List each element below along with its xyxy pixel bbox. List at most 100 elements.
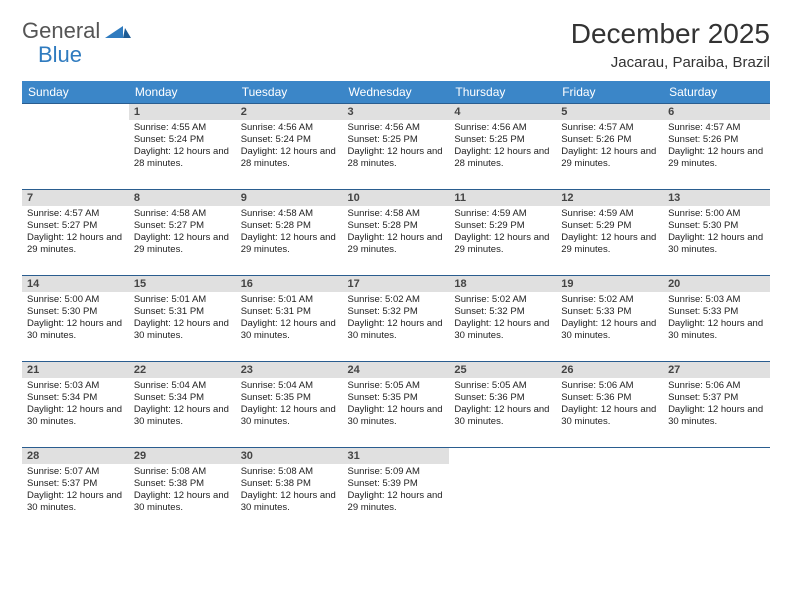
calendar-cell: 9Sunrise: 4:58 AMSunset: 5:28 PMDaylight… [236,190,343,276]
sunrise-text: Sunrise: 5:03 AM [27,380,124,392]
weekday-header: Monday [129,81,236,104]
day-number: 11 [449,190,556,206]
sunrise-text: Sunrise: 4:57 AM [668,122,765,134]
calendar-cell: 29Sunrise: 5:08 AMSunset: 5:38 PMDayligh… [129,448,236,534]
sunrise-text: Sunrise: 4:56 AM [241,122,338,134]
sunrise-text: Sunrise: 5:00 AM [668,208,765,220]
sunrise-text: Sunrise: 4:56 AM [348,122,445,134]
calendar-table: Sunday Monday Tuesday Wednesday Thursday… [22,81,770,534]
calendar-cell: 17Sunrise: 5:02 AMSunset: 5:32 PMDayligh… [343,276,450,362]
calendar-cell: 21Sunrise: 5:03 AMSunset: 5:34 PMDayligh… [22,362,129,448]
day-details: Sunrise: 5:00 AMSunset: 5:30 PMDaylight:… [663,206,770,260]
logo-text-2: Blue [38,42,82,68]
calendar-row: 21Sunrise: 5:03 AMSunset: 5:34 PMDayligh… [22,362,770,448]
sunset-text: Sunset: 5:32 PM [454,306,551,318]
daylight-text: Daylight: 12 hours and 30 minutes. [348,404,445,428]
day-details: Sunrise: 5:01 AMSunset: 5:31 PMDaylight:… [236,292,343,346]
calendar-cell: 2Sunrise: 4:56 AMSunset: 5:24 PMDaylight… [236,104,343,190]
sunset-text: Sunset: 5:35 PM [241,392,338,404]
sunrise-text: Sunrise: 4:58 AM [134,208,231,220]
sunset-text: Sunset: 5:29 PM [454,220,551,232]
day-details: Sunrise: 4:59 AMSunset: 5:29 PMDaylight:… [556,206,663,260]
calendar-cell: 3Sunrise: 4:56 AMSunset: 5:25 PMDaylight… [343,104,450,190]
calendar-cell [22,104,129,190]
day-details: Sunrise: 5:02 AMSunset: 5:33 PMDaylight:… [556,292,663,346]
calendar-cell: 14Sunrise: 5:00 AMSunset: 5:30 PMDayligh… [22,276,129,362]
sunset-text: Sunset: 5:28 PM [348,220,445,232]
calendar-cell: 15Sunrise: 5:01 AMSunset: 5:31 PMDayligh… [129,276,236,362]
day-number [663,448,770,452]
daylight-text: Daylight: 12 hours and 30 minutes. [561,318,658,342]
title-block: December 2025 Jacarau, Paraiba, Brazil [571,18,770,71]
daylight-text: Daylight: 12 hours and 30 minutes. [454,318,551,342]
calendar-cell: 27Sunrise: 5:06 AMSunset: 5:37 PMDayligh… [663,362,770,448]
daylight-text: Daylight: 12 hours and 30 minutes. [27,490,124,514]
sunrise-text: Sunrise: 5:06 AM [668,380,765,392]
day-number: 1 [129,104,236,120]
sunset-text: Sunset: 5:26 PM [668,134,765,146]
day-number: 6 [663,104,770,120]
calendar-cell: 24Sunrise: 5:05 AMSunset: 5:35 PMDayligh… [343,362,450,448]
calendar-cell: 10Sunrise: 4:58 AMSunset: 5:28 PMDayligh… [343,190,450,276]
day-number: 7 [22,190,129,206]
weekday-header: Thursday [449,81,556,104]
day-details: Sunrise: 5:02 AMSunset: 5:32 PMDaylight:… [343,292,450,346]
day-number: 22 [129,362,236,378]
calendar-cell: 16Sunrise: 5:01 AMSunset: 5:31 PMDayligh… [236,276,343,362]
sunrise-text: Sunrise: 4:57 AM [27,208,124,220]
calendar-cell: 23Sunrise: 5:04 AMSunset: 5:35 PMDayligh… [236,362,343,448]
day-number: 16 [236,276,343,292]
day-details: Sunrise: 4:59 AMSunset: 5:29 PMDaylight:… [449,206,556,260]
calendar-cell: 26Sunrise: 5:06 AMSunset: 5:36 PMDayligh… [556,362,663,448]
sunrise-text: Sunrise: 5:08 AM [241,466,338,478]
day-details: Sunrise: 5:03 AMSunset: 5:34 PMDaylight:… [22,378,129,432]
calendar-row: 7Sunrise: 4:57 AMSunset: 5:27 PMDaylight… [22,190,770,276]
day-number: 30 [236,448,343,464]
sunset-text: Sunset: 5:25 PM [348,134,445,146]
sunset-text: Sunset: 5:30 PM [668,220,765,232]
sunset-text: Sunset: 5:34 PM [27,392,124,404]
daylight-text: Daylight: 12 hours and 30 minutes. [134,404,231,428]
day-number: 29 [129,448,236,464]
day-number: 18 [449,276,556,292]
calendar-cell: 8Sunrise: 4:58 AMSunset: 5:27 PMDaylight… [129,190,236,276]
weekday-header: Saturday [663,81,770,104]
sunrise-text: Sunrise: 5:04 AM [241,380,338,392]
sunset-text: Sunset: 5:37 PM [668,392,765,404]
sunset-text: Sunset: 5:32 PM [348,306,445,318]
sunrise-text: Sunrise: 4:57 AM [561,122,658,134]
day-number: 2 [236,104,343,120]
day-details: Sunrise: 4:58 AMSunset: 5:28 PMDaylight:… [236,206,343,260]
logo-text-1: General [22,18,100,44]
daylight-text: Daylight: 12 hours and 29 minutes. [348,490,445,514]
day-number: 4 [449,104,556,120]
day-details: Sunrise: 4:55 AMSunset: 5:24 PMDaylight:… [129,120,236,174]
sunrise-text: Sunrise: 5:06 AM [561,380,658,392]
daylight-text: Daylight: 12 hours and 29 minutes. [348,232,445,256]
daylight-text: Daylight: 12 hours and 28 minutes. [348,146,445,170]
logo: General [22,18,133,44]
daylight-text: Daylight: 12 hours and 29 minutes. [561,232,658,256]
daylight-text: Daylight: 12 hours and 28 minutes. [241,146,338,170]
calendar-cell [449,448,556,534]
day-number: 8 [129,190,236,206]
day-details: Sunrise: 4:58 AMSunset: 5:27 PMDaylight:… [129,206,236,260]
sunrise-text: Sunrise: 5:03 AM [668,294,765,306]
daylight-text: Daylight: 12 hours and 28 minutes. [134,146,231,170]
calendar-cell [556,448,663,534]
day-details: Sunrise: 5:07 AMSunset: 5:37 PMDaylight:… [22,464,129,518]
daylight-text: Daylight: 12 hours and 30 minutes. [134,318,231,342]
sunset-text: Sunset: 5:31 PM [134,306,231,318]
sunrise-text: Sunrise: 4:59 AM [454,208,551,220]
sunset-text: Sunset: 5:29 PM [561,220,658,232]
sunrise-text: Sunrise: 4:59 AM [561,208,658,220]
daylight-text: Daylight: 12 hours and 30 minutes. [27,404,124,428]
sunset-text: Sunset: 5:30 PM [27,306,124,318]
sunset-text: Sunset: 5:34 PM [134,392,231,404]
day-details: Sunrise: 5:05 AMSunset: 5:36 PMDaylight:… [449,378,556,432]
day-details: Sunrise: 4:57 AMSunset: 5:26 PMDaylight:… [663,120,770,174]
day-details: Sunrise: 5:06 AMSunset: 5:37 PMDaylight:… [663,378,770,432]
day-number: 24 [343,362,450,378]
day-number: 14 [22,276,129,292]
day-number: 21 [22,362,129,378]
